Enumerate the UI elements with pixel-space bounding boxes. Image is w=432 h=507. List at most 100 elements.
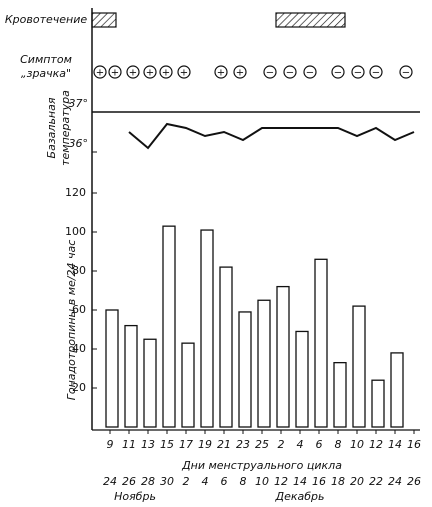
date-label: 24 <box>103 475 117 488</box>
x-tick-label: 17 <box>179 438 193 451</box>
y-tick-label: 20 <box>72 381 86 394</box>
date-label: 24 <box>388 475 402 488</box>
bar <box>181 342 195 428</box>
pupil-sign: − <box>266 68 274 79</box>
temperature-line <box>128 122 415 150</box>
pupil-sign: − <box>402 68 410 79</box>
pupil-symbol <box>214 65 228 79</box>
bar <box>200 229 214 428</box>
date-label: 18 <box>331 475 345 488</box>
x-tick-label: 12 <box>369 438 383 451</box>
pupil-sign: + <box>180 68 188 79</box>
bar <box>219 266 233 428</box>
pupil-symbol <box>369 65 383 79</box>
y-tick-label: 60 <box>72 303 86 316</box>
bar <box>105 309 119 428</box>
bar <box>333 361 347 428</box>
pupil-sign: + <box>236 68 244 79</box>
x-tick-label: 21 <box>217 438 231 451</box>
date-label: 20 <box>350 475 364 488</box>
bleeding-bar <box>275 12 346 28</box>
month-label: Декабрь <box>275 490 325 503</box>
bar <box>276 285 290 428</box>
x-tick-label: 6 <box>316 438 323 451</box>
bar <box>238 311 252 428</box>
bar <box>124 324 138 428</box>
bleeding-label: Кровотечение <box>5 13 88 26</box>
pupil-symbol <box>93 65 107 79</box>
date-label: 10 <box>255 475 269 488</box>
pupil-sign: + <box>217 68 225 79</box>
temperature-tick-label: 37° <box>69 97 89 110</box>
pupil-symbol <box>399 65 413 79</box>
x-tick-label: 13 <box>141 438 155 451</box>
x-tick-label: 11 <box>122 438 136 451</box>
pupil-sign: − <box>354 68 362 79</box>
bar <box>371 379 385 428</box>
x-tick-label: 23 <box>236 438 250 451</box>
date-label: 26 <box>122 475 136 488</box>
pupil-sign: − <box>372 68 380 79</box>
date-label: 28 <box>141 475 155 488</box>
x-tick-label: 16 <box>407 438 421 451</box>
pupil-sign: − <box>306 68 314 79</box>
date-label: 6 <box>221 475 228 488</box>
bar <box>314 258 328 428</box>
x-axis-label: Дни менструального цикла <box>181 459 342 472</box>
x-tick-label: 25 <box>255 438 269 451</box>
pupil-symbol <box>177 65 191 79</box>
pupil-sign: + <box>111 68 119 79</box>
date-label: 14 <box>293 475 307 488</box>
pupil-symbol <box>303 65 317 79</box>
bar <box>162 225 176 428</box>
pupil-symbol <box>233 65 247 79</box>
x-tick-label: 4 <box>297 438 304 451</box>
y-tick-label: 40 <box>72 342 86 355</box>
month-label: Ноябрь <box>114 490 156 503</box>
pupil-symbol <box>108 65 122 79</box>
pupil-symbol <box>263 65 277 79</box>
date-label: 26 <box>407 475 421 488</box>
y-tick-label: 80 <box>72 264 86 277</box>
x-tick-label: 14 <box>388 438 402 451</box>
pupil-symbol <box>283 65 297 79</box>
temperature-label: Базальная <box>45 97 58 158</box>
pupil-symbol <box>351 65 365 79</box>
y-tick-label: 120 <box>65 186 86 199</box>
temperature-tick-label: 36° <box>69 137 89 150</box>
x-tick-label: 19 <box>198 438 212 451</box>
pupil-label: „зрачка" <box>21 67 71 80</box>
x-tick-label: 15 <box>160 438 174 451</box>
x-tick-label: 10 <box>350 438 364 451</box>
pupil-sign: + <box>162 68 170 79</box>
temperature-label: температура <box>59 90 72 166</box>
pupil-sign: − <box>334 68 342 79</box>
date-label: 8 <box>240 475 247 488</box>
pupil-symbol <box>159 65 173 79</box>
bar <box>143 338 157 428</box>
pupil-sign: + <box>146 68 154 79</box>
pupil-sign: + <box>129 68 137 79</box>
bar <box>352 305 366 428</box>
date-label: 4 <box>202 475 209 488</box>
y-tick-label: 100 <box>65 225 86 238</box>
bar <box>257 299 271 428</box>
date-label: 12 <box>274 475 288 488</box>
x-tick-label: 9 <box>107 438 114 451</box>
pupil-symbol <box>126 65 140 79</box>
x-tick-label: 2 <box>278 438 285 451</box>
pupil-symbol <box>143 65 157 79</box>
pupil-sign: + <box>96 68 104 79</box>
date-label: 30 <box>160 475 174 488</box>
bar <box>295 330 309 428</box>
date-label: 22 <box>369 475 383 488</box>
pupil-label: Симптом <box>20 53 72 66</box>
pupil-symbol <box>331 65 345 79</box>
bleeding-bar <box>91 12 117 28</box>
bar <box>390 352 404 428</box>
y-axis-label: Гонадотропины в ме/24 час <box>65 240 78 401</box>
date-label: 16 <box>312 475 326 488</box>
pupil-sign: − <box>286 68 294 79</box>
